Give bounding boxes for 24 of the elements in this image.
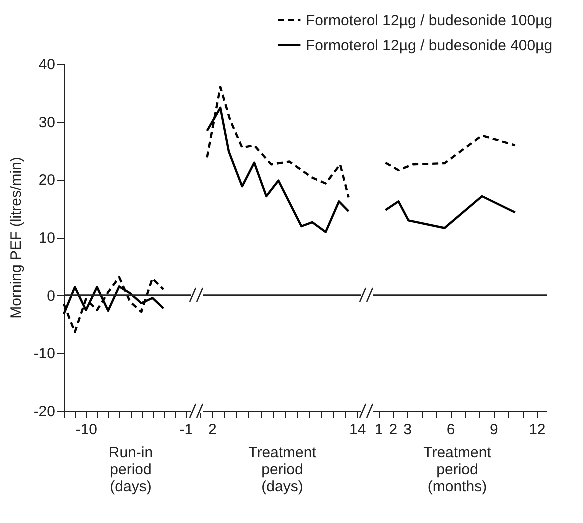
x-axis-title: Treatment period (days) xyxy=(248,444,318,496)
y-tick-label: 40 xyxy=(38,56,56,74)
x-tick-label: 12 xyxy=(529,422,546,438)
line-series xyxy=(62,276,165,334)
y-tick-label: 0 xyxy=(47,288,56,305)
x-tick-label: 14 xyxy=(349,422,366,438)
x-axis-title: Treatment period (months) xyxy=(424,444,492,496)
x-tick-label: 6 xyxy=(446,422,456,438)
legend-label: Formoterol 12µg / budesonide 400µg xyxy=(306,38,553,54)
x-tick-label: 2 xyxy=(208,422,217,438)
x-tick-label: 1 xyxy=(374,422,384,438)
x-tick-label: 3 xyxy=(404,422,412,438)
legend-label: Formoterol 12µg / budesonide 100µg xyxy=(306,12,553,30)
x-tick-label: 2 xyxy=(389,422,398,438)
x-axis-title: Run-in period (days) xyxy=(108,444,154,496)
y-tick-label: -20 xyxy=(34,404,56,420)
x-tick-label: -1 xyxy=(180,422,194,438)
y-tick-label: 30 xyxy=(38,114,56,132)
y-tick-label: -10 xyxy=(34,346,56,363)
y-axis-title: Morning PEF (litres/min) xyxy=(8,157,25,319)
x-tick-label: -10 xyxy=(76,422,98,438)
x-tick-label: 9 xyxy=(490,422,498,438)
y-tick-label: 10 xyxy=(38,230,56,247)
y-tick-label: 20 xyxy=(38,172,56,190)
